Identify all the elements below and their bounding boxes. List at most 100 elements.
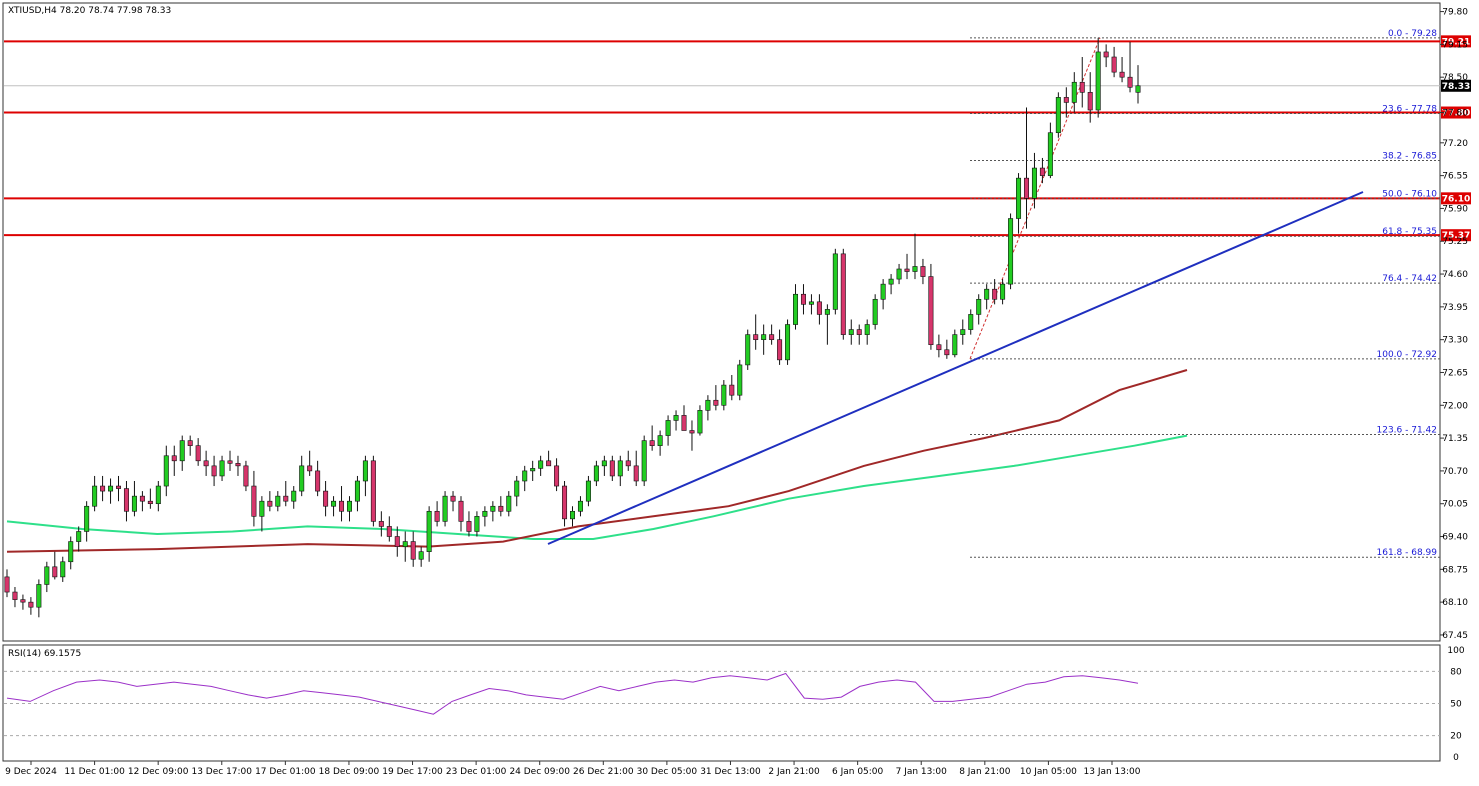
candle-body bbox=[506, 495, 512, 512]
candle-body bbox=[394, 536, 400, 547]
candle-body bbox=[681, 415, 687, 431]
rsi-label: RSI(14) 69.1575 bbox=[8, 649, 81, 659]
candle-body bbox=[793, 293, 799, 325]
candle-body bbox=[593, 465, 599, 482]
candle-body bbox=[426, 510, 432, 552]
candle-body bbox=[848, 329, 854, 335]
candle-body bbox=[44, 566, 50, 585]
candle-body bbox=[498, 505, 504, 512]
candle-body bbox=[761, 334, 767, 340]
candle-body bbox=[832, 253, 838, 310]
price-tick-label: 78.50 bbox=[1442, 73, 1468, 83]
candle-body bbox=[856, 329, 862, 335]
candle-body bbox=[1095, 51, 1101, 111]
candle-body bbox=[76, 531, 82, 542]
candle-body bbox=[299, 465, 305, 492]
candle-body bbox=[100, 485, 106, 492]
candle-body bbox=[339, 500, 345, 512]
time-tick-label: 26 Dec 21:00 bbox=[573, 767, 634, 777]
time-tick-label: 31 Dec 13:00 bbox=[700, 767, 761, 777]
time-tick-label: 24 Dec 09:00 bbox=[509, 767, 570, 777]
price-tick-label: 79.15 bbox=[1442, 40, 1468, 50]
price-tick-label: 70.05 bbox=[1442, 500, 1468, 510]
rsi-tick-label: 80 bbox=[1450, 667, 1462, 677]
candle-body bbox=[378, 521, 384, 527]
time-tick-label: 2 Jan 21:00 bbox=[768, 767, 820, 777]
resistance-badge-label: 79.21 bbox=[1442, 37, 1470, 47]
candle-body bbox=[936, 344, 942, 351]
time-tick-label: 13 Jan 13:00 bbox=[1084, 767, 1141, 777]
price-tick-label: 68.10 bbox=[1442, 598, 1468, 608]
candle-body bbox=[713, 399, 719, 406]
candle-body bbox=[92, 485, 98, 507]
fib-level-label: 50.0 - 76.10 bbox=[1382, 189, 1437, 199]
candle-body bbox=[28, 601, 34, 608]
candle-body bbox=[912, 266, 918, 272]
candle-body bbox=[1000, 283, 1006, 300]
candle-body bbox=[68, 541, 74, 563]
candle-body bbox=[721, 384, 727, 406]
candle-body bbox=[307, 465, 313, 472]
price-panel-frame bbox=[2, 2, 1441, 642]
candle-body bbox=[482, 510, 488, 517]
candle-body bbox=[20, 599, 26, 603]
fib-level-label: 123.6 - 71.42 bbox=[1377, 426, 1438, 436]
candle-body bbox=[1111, 56, 1117, 73]
resistance-badge bbox=[1441, 35, 1471, 48]
candle-body bbox=[410, 541, 416, 560]
ma-slow-line bbox=[6, 369, 1188, 553]
candle-body bbox=[617, 460, 623, 477]
fibonacci-layer: 0.0 - 79.28 23.6 - 77.78 38.2 - 76.85 50.0 … bbox=[969, 29, 1440, 558]
candle-body bbox=[530, 468, 536, 472]
candle-body bbox=[633, 465, 639, 482]
time-tick-label: 18 Dec 09:00 bbox=[319, 767, 380, 777]
candle-body bbox=[546, 460, 552, 467]
candle-body bbox=[466, 521, 472, 532]
fib-level-label: 61.8 - 75.35 bbox=[1382, 227, 1437, 237]
fib-swing-line bbox=[969, 37, 1101, 360]
time-tick-label: 8 Jan 21:00 bbox=[959, 767, 1011, 777]
resistance-badge-label: 76.10 bbox=[1442, 194, 1470, 204]
support-trendline bbox=[547, 191, 1364, 545]
candle-body bbox=[259, 500, 265, 517]
current-price-badge bbox=[1441, 79, 1471, 92]
resistance-badge-label: 75.37 bbox=[1442, 231, 1470, 241]
candle-body bbox=[450, 495, 456, 502]
rsi-layer: 100 80 50 20 0 bbox=[4, 646, 1465, 763]
price-tick-label: 72.00 bbox=[1442, 401, 1468, 411]
candle-body bbox=[992, 288, 998, 300]
candle-body bbox=[601, 460, 607, 467]
candle-body bbox=[108, 485, 114, 492]
candle-body bbox=[1047, 132, 1053, 176]
candle-body bbox=[155, 485, 161, 505]
rsi-tick-label: 50 bbox=[1450, 700, 1462, 710]
candle-body bbox=[904, 268, 910, 272]
candle-body bbox=[522, 470, 528, 482]
candle-body bbox=[538, 460, 544, 469]
candle-body bbox=[123, 488, 129, 512]
candle-body bbox=[275, 495, 281, 507]
candle-body bbox=[625, 460, 631, 467]
candle-body bbox=[840, 253, 846, 335]
rsi-line bbox=[6, 672, 1139, 715]
time-tick-label: 17 Dec 01:00 bbox=[255, 767, 316, 777]
candle-body bbox=[888, 278, 894, 285]
candle-body bbox=[211, 465, 217, 477]
candle-body bbox=[1031, 167, 1037, 199]
time-tick-label: 23 Dec 01:00 bbox=[446, 767, 507, 777]
candle-body bbox=[60, 561, 66, 578]
price-tick-label: 67.45 bbox=[1442, 631, 1468, 641]
candle-body bbox=[824, 309, 830, 315]
candle-body bbox=[1119, 71, 1125, 78]
candle-body bbox=[800, 293, 806, 305]
candle-body bbox=[346, 500, 352, 512]
candle-body bbox=[577, 500, 583, 512]
candle-body bbox=[649, 440, 655, 446]
candle-body bbox=[139, 495, 145, 502]
candle-body bbox=[354, 480, 360, 502]
resistance-badge bbox=[1441, 229, 1471, 242]
candle-body bbox=[490, 505, 496, 512]
candle-body bbox=[896, 268, 902, 280]
candle-body bbox=[920, 266, 926, 277]
candle-body bbox=[562, 485, 568, 520]
